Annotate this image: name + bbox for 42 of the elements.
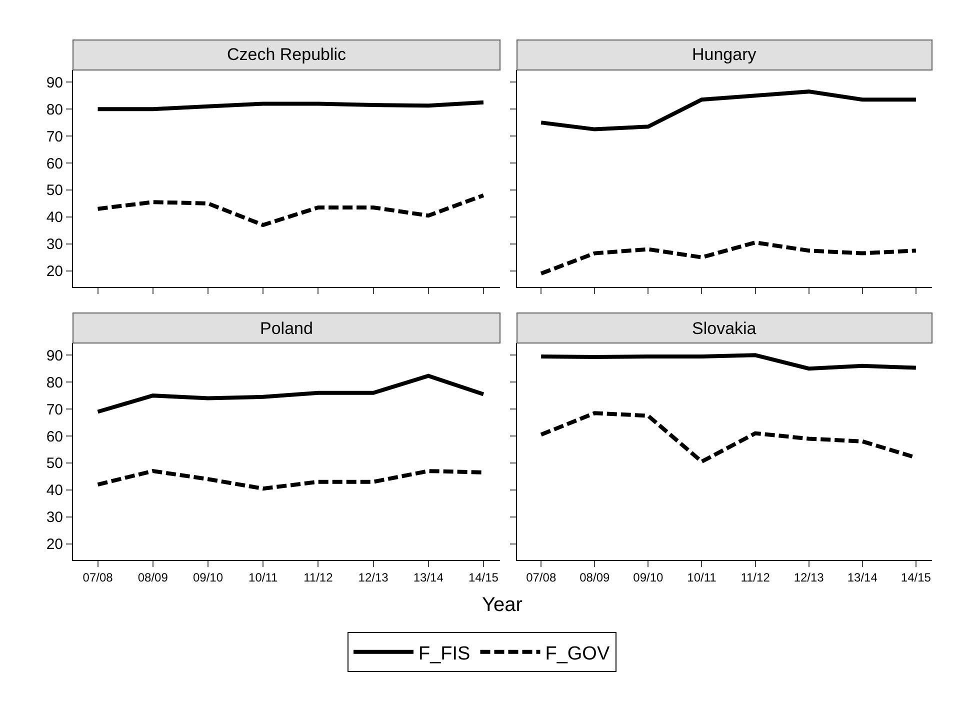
x-tick-label: 13/14 bbox=[847, 570, 878, 584]
x-tick-label: 07/08 bbox=[526, 570, 556, 584]
x-tick-label: 11/12 bbox=[740, 570, 770, 584]
x-tick-label: 07/08 bbox=[82, 570, 114, 584]
y-tick-label: 50 bbox=[46, 182, 63, 200]
x-tick-label: 12/13 bbox=[358, 570, 389, 584]
x-tick-label: 11/12 bbox=[304, 570, 334, 584]
chart-title: Czech Republic bbox=[227, 45, 347, 64]
x-axis-title: Year bbox=[482, 594, 523, 616]
y-tick-label: 50 bbox=[46, 455, 63, 472]
line-series bbox=[96, 100, 486, 112]
x-tick-label: 12/13 bbox=[794, 570, 824, 584]
y-tick-label: 60 bbox=[46, 428, 63, 446]
chart-title: Poland bbox=[260, 319, 313, 338]
y-tick-label: 60 bbox=[46, 155, 63, 172]
x-tick-label: 14/15 bbox=[468, 570, 499, 584]
x-tick-label: 08/09 bbox=[580, 570, 610, 584]
y-tick-label: 30 bbox=[46, 509, 63, 526]
y-tick-label: 70 bbox=[46, 401, 63, 418]
y-tick-label: 90 bbox=[46, 74, 63, 92]
y-tick-label: 70 bbox=[46, 128, 63, 146]
y-tick-label: 30 bbox=[46, 236, 63, 254]
y-tick-label: 80 bbox=[46, 101, 63, 118]
y-tick-label: 40 bbox=[46, 482, 63, 500]
y-tick-label: 90 bbox=[46, 347, 63, 364]
y-tick-label: 80 bbox=[46, 374, 63, 392]
chart-title: Hungary bbox=[692, 45, 757, 64]
x-tick-label: 10/11 bbox=[687, 570, 717, 584]
legend-label: F_FIS bbox=[418, 643, 470, 664]
legend-label: F_GOV bbox=[545, 643, 610, 664]
x-tick-label: 09/10 bbox=[192, 570, 224, 584]
x-tick-label: 08/09 bbox=[138, 570, 168, 584]
line-series bbox=[96, 193, 486, 227]
line-series bbox=[96, 374, 486, 414]
x-tick-label: 14/15 bbox=[900, 570, 932, 584]
x-tick-label: 09/10 bbox=[633, 570, 664, 584]
chart-title: Slovakia bbox=[692, 319, 757, 338]
x-tick-label: 10/11 bbox=[248, 570, 278, 584]
y-tick-label: 20 bbox=[46, 263, 63, 280]
y-tick-label: 40 bbox=[46, 209, 63, 226]
x-tick-label: 13/14 bbox=[413, 570, 444, 584]
y-tick-label: 20 bbox=[46, 536, 63, 554]
